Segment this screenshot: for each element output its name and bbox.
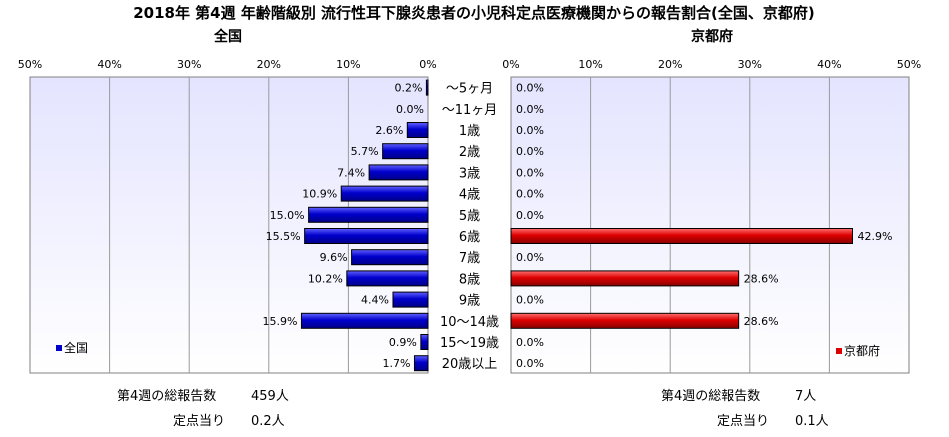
- x-tick-label-kyoto: 40%: [817, 58, 841, 71]
- legend-label-national: 全国: [64, 340, 88, 355]
- data-label-national: 5.7%: [351, 145, 379, 158]
- legend-swatch-kyoto: [836, 348, 842, 354]
- kyoto-per-label: 定点当り: [717, 414, 770, 429]
- data-label-national: 9.6%: [320, 251, 348, 264]
- category-label: ～5ヶ月: [446, 82, 493, 97]
- bar-national: [425, 79, 429, 96]
- category-label: 10～14歳: [440, 315, 499, 330]
- data-label-kyoto: 0.0%: [516, 251, 544, 264]
- category-label: ～11ヶ月: [442, 103, 498, 118]
- category-label: 4歳: [459, 188, 480, 203]
- category-label: 8歳: [459, 272, 480, 287]
- x-tick-label-kyoto: 50%: [897, 58, 921, 71]
- x-tick-label-national: 0%: [419, 58, 436, 71]
- data-label-kyoto: 0.0%: [516, 188, 544, 201]
- bar-national: [308, 206, 429, 223]
- data-label-national: 0.0%: [396, 103, 424, 116]
- bar-kyoto: [510, 228, 853, 244]
- category-label: 5歳: [459, 209, 480, 224]
- category-label: 20歳以上: [442, 357, 498, 372]
- data-label-national: 4.4%: [361, 294, 389, 307]
- data-label-kyoto: 28.6%: [744, 272, 779, 285]
- national-total-value: 459人: [251, 389, 289, 404]
- panel-title-kyoto: 京都府: [691, 28, 733, 45]
- x-tick-label-kyoto: 0%: [502, 58, 519, 71]
- category-label: 9歳: [459, 294, 480, 309]
- data-label-national: 15.0%: [270, 209, 305, 222]
- legend-national: 全国: [56, 340, 88, 355]
- bar-national: [368, 164, 429, 181]
- kyoto-total-value: 7人: [795, 389, 817, 404]
- national-per-value: 0.2人: [251, 414, 285, 429]
- category-label: 1歳: [459, 124, 480, 139]
- data-label-national: 0.2%: [394, 82, 422, 95]
- data-label-national: 0.9%: [389, 336, 417, 349]
- data-label-kyoto: 0.0%: [516, 145, 544, 158]
- x-tick-label-kyoto: 10%: [578, 58, 602, 71]
- data-label-kyoto: 42.9%: [857, 230, 892, 243]
- data-label-kyoto: 28.6%: [744, 315, 779, 328]
- data-label-national: 10.9%: [302, 188, 337, 201]
- kyoto-per-value: 0.1人: [795, 414, 829, 429]
- data-label-national: 2.6%: [375, 124, 403, 137]
- bar-national: [304, 228, 429, 244]
- national-total-label: 第4週の総報告数: [117, 389, 217, 404]
- data-label-kyoto: 0.0%: [516, 166, 544, 179]
- x-tick-label-national: 20%: [257, 58, 281, 71]
- bar-national: [351, 249, 429, 266]
- x-tick-label-kyoto: 30%: [738, 58, 762, 71]
- x-tick-label-national: 40%: [97, 58, 121, 71]
- data-label-kyoto: 0.0%: [516, 82, 544, 95]
- x-tick-label-national: 50%: [18, 58, 42, 71]
- kyoto-total-label: 第4週の総報告数: [661, 389, 761, 404]
- x-tick-label-kyoto: 20%: [658, 58, 682, 71]
- data-label-kyoto: 0.0%: [516, 103, 544, 116]
- x-tick-label-national: 30%: [177, 58, 201, 71]
- data-label-kyoto: 0.0%: [516, 357, 544, 370]
- category-label: 15～19歳: [440, 336, 499, 351]
- bar-national: [413, 355, 429, 372]
- legend-swatch-national: [56, 345, 62, 351]
- bar-national: [340, 185, 429, 202]
- x-tick-label-national: 10%: [336, 58, 360, 71]
- category-label: 3歳: [459, 166, 480, 181]
- bar-national: [392, 291, 429, 308]
- bar-national: [420, 334, 429, 350]
- data-label-kyoto: 0.0%: [516, 124, 544, 137]
- data-label-kyoto: 0.0%: [516, 294, 544, 307]
- data-label-national: 1.7%: [383, 357, 411, 370]
- data-label-kyoto: 0.0%: [516, 209, 544, 222]
- data-label-national: 10.2%: [308, 272, 343, 285]
- category-label: 6歳: [459, 230, 480, 245]
- bar-national: [406, 122, 429, 138]
- chart-title: 2018年 第4週 年齢階級別 流行性耳下腺炎患者の小児科定点医療機関からの報告…: [133, 4, 815, 22]
- panel-title-national: 全国: [213, 28, 242, 45]
- bar-national: [382, 143, 429, 160]
- bar-national: [300, 312, 429, 329]
- data-label-national: 15.9%: [262, 315, 297, 328]
- category-label: 7歳: [459, 251, 480, 266]
- category-label: 2歳: [459, 145, 480, 160]
- bar-kyoto: [510, 312, 740, 329]
- bar-national: [346, 270, 429, 287]
- data-label-national: 15.5%: [266, 230, 301, 243]
- bar-kyoto: [510, 270, 740, 287]
- data-label-national: 7.4%: [337, 166, 365, 179]
- legend-label-kyoto: 京都府: [844, 343, 880, 358]
- data-label-kyoto: 0.0%: [516, 336, 544, 349]
- national-per-label: 定点当り: [173, 414, 226, 429]
- legend-kyoto: 京都府: [836, 343, 880, 358]
